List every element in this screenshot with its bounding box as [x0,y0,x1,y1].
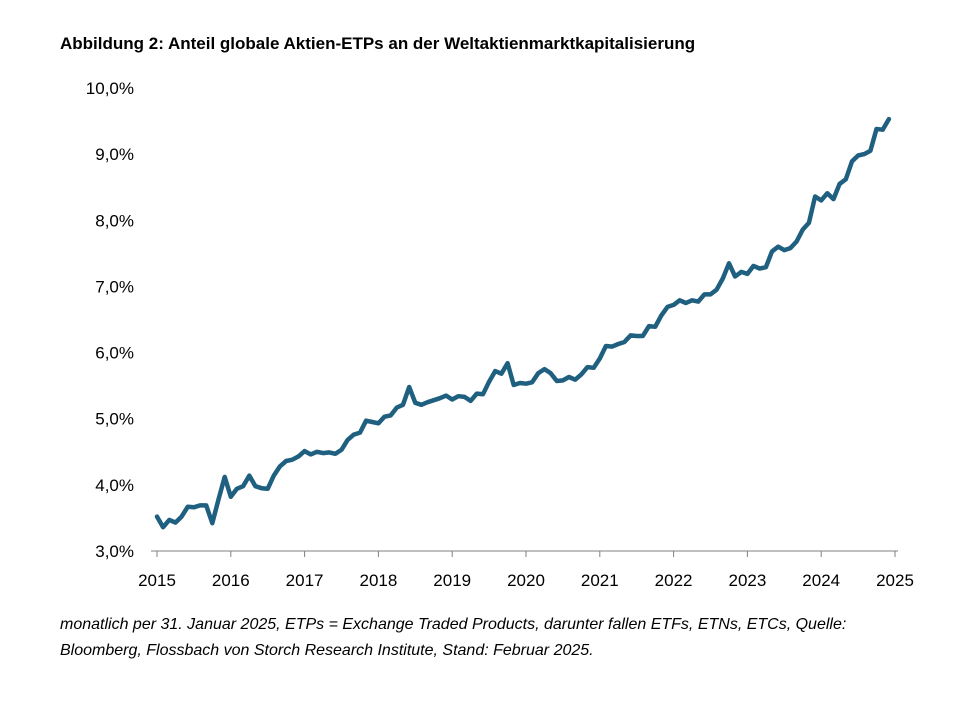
y-tick-label: 9,0% [95,145,134,164]
y-tick-label: 10,0% [86,79,134,98]
plot-area [154,116,892,530]
y-tick-label: 4,0% [95,476,134,495]
x-tick-label: 2025 [876,571,914,590]
x-tick-label: 2019 [433,571,471,590]
y-tick-label: 8,0% [95,211,134,230]
x-tick-label: 2015 [138,571,176,590]
x-tick-label: 2024 [802,571,840,590]
caption-line-1: monatlich per 31. Januar 2025, ETPs = Ex… [60,616,847,633]
y-tick-label: 3,0% [95,542,134,561]
y-tick-label: 7,0% [95,277,134,296]
x-tick-label: 2023 [728,571,766,590]
chart-caption: monatlich per 31. Januar 2025, ETPs = Ex… [60,612,940,664]
chart-title: Abbildung 2: Anteil globale Aktien-ETPs … [60,34,696,53]
x-tick-label: 2017 [286,571,324,590]
x-tick-label: 2018 [359,571,397,590]
x-tick-label: 2021 [581,571,619,590]
x-tick-label: 2016 [212,571,250,590]
series-line [154,116,892,530]
caption-line-2: Bloomberg, Flossbach von Storch Research… [60,642,594,659]
chart-axes: 2015 2016 2017 2018 2019 2020 2021 2022 2023 2024… [86,79,914,590]
x-tick-label: 2020 [507,571,545,590]
x-tick-label: 2022 [655,571,693,590]
y-tick-label: 6,0% [95,344,134,363]
y-tick-label: 5,0% [95,410,134,429]
